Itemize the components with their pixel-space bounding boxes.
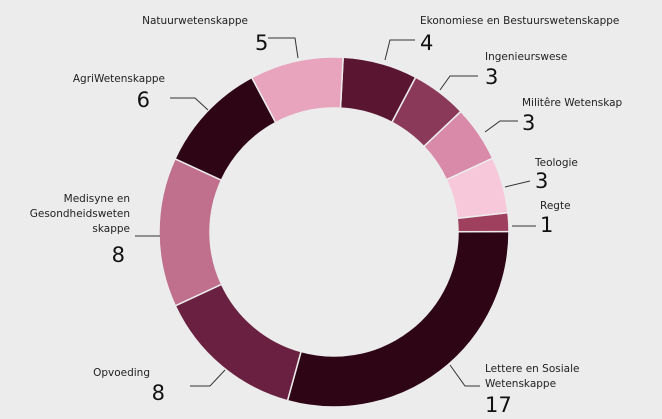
label-line: Ekonomiese en Bestuurswetenskappe: [420, 15, 619, 27]
label-line: Militêre Wetenskap: [522, 97, 623, 109]
segment-value: 3: [485, 65, 498, 89]
segment-label: Medisyne en Gesondheidsweten skappe: [30, 193, 130, 235]
segment-label: Ingenieurswese: [485, 51, 567, 63]
segment-label: Militêre Wetenskap: [522, 97, 623, 109]
label-line: Regte: [540, 200, 571, 212]
segment-label: Natuurwetenskappe: [142, 15, 248, 27]
segment-label: AgriWetenskappe: [73, 73, 165, 85]
donut-segment: [158, 157, 223, 307]
leader-line: [449, 364, 480, 387]
leader-line: [439, 75, 478, 91]
label-line: AgriWetenskappe: [73, 73, 165, 85]
segment-value: 8: [112, 243, 125, 267]
donut-segment: [250, 56, 344, 124]
label-line: Medisyne en: [64, 193, 130, 205]
label-line: Wetenskappe: [485, 378, 556, 390]
segment-value: 17: [485, 393, 512, 417]
label-line: Teologie: [534, 157, 578, 169]
segment-value: 3: [522, 111, 535, 135]
label-line: Gesondheidsweten: [30, 208, 130, 220]
segment-value: 8: [152, 381, 165, 405]
label-line: skappe: [92, 223, 130, 235]
donut-segment: [286, 230, 510, 408]
segment-label: Opvoeding: [93, 367, 150, 379]
leader-line: [190, 369, 226, 387]
segment-value: 1: [540, 213, 553, 237]
leader-line: [484, 120, 518, 133]
label-line: Opvoeding: [93, 367, 150, 379]
segment-label: Regte: [540, 200, 571, 212]
leader-line: [170, 97, 209, 111]
leader-line: [268, 37, 299, 59]
segment-value: 5: [255, 31, 268, 55]
segment-label: Lettere en Sosiale Wetenskappe: [485, 363, 579, 390]
segment-label: Teologie: [534, 157, 578, 169]
leader-line: [384, 39, 415, 61]
label-line: Ingenieurswese: [485, 51, 567, 63]
segment-value: 6: [137, 88, 150, 112]
donut-segment: [174, 283, 302, 402]
label-line: Natuurwetenskappe: [142, 15, 248, 27]
segment-value: 3: [535, 169, 548, 193]
segment-value: 4: [420, 31, 433, 55]
label-line: Lettere en Sosiale: [485, 363, 579, 375]
segment-label: Ekonomiese en Bestuurswetenskappe: [420, 15, 619, 27]
leader-line: [504, 180, 531, 188]
